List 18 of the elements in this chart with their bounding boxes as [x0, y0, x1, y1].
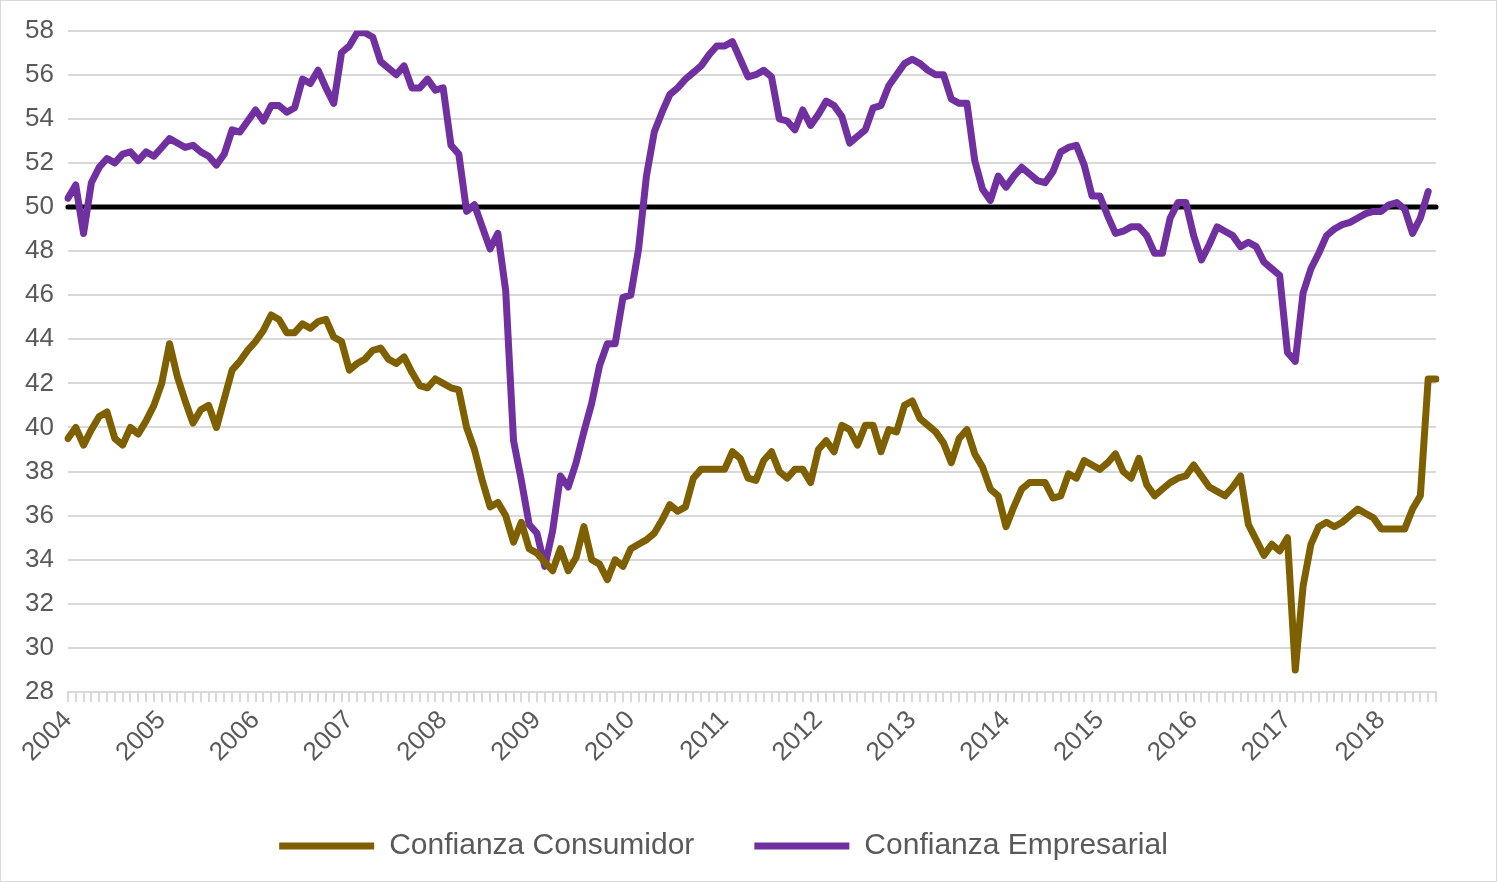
- legend-label: Confianza Consumidor: [389, 827, 695, 861]
- y-tick-label: 50: [25, 190, 54, 221]
- y-tick-label: 34: [25, 542, 54, 573]
- legend-label: Confianza Empresarial: [864, 827, 1168, 861]
- y-tick-label: 52: [25, 146, 54, 177]
- y-tick-label: 44: [25, 322, 54, 353]
- y-tick-label: 48: [25, 234, 54, 265]
- y-tick-label: 56: [25, 57, 54, 88]
- y-tick-label: 28: [25, 675, 54, 706]
- y-tick-label: 32: [25, 587, 54, 618]
- y-tick-label: 46: [25, 278, 54, 309]
- y-tick-label: 54: [25, 101, 54, 132]
- y-tick-label: 38: [25, 454, 54, 485]
- y-tick-label: 36: [25, 498, 54, 529]
- y-tick-label: 30: [25, 631, 54, 662]
- y-tick-label: 58: [25, 13, 54, 44]
- y-tick-label: 40: [25, 410, 54, 441]
- y-tick-label: 42: [25, 366, 54, 397]
